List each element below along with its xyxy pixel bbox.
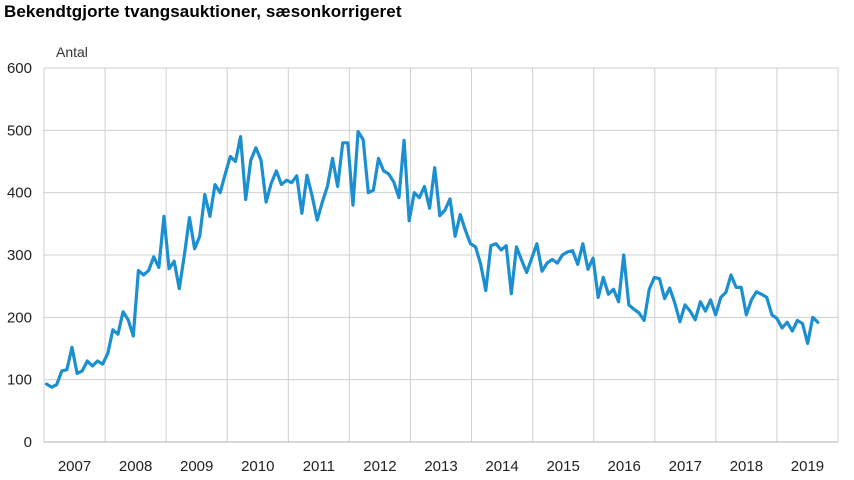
x-tick-label: 2019 bbox=[791, 458, 824, 475]
y-tick-label: 200 bbox=[7, 309, 32, 326]
x-tick-label: 2015 bbox=[546, 458, 579, 475]
x-tick-label: 2009 bbox=[180, 458, 213, 475]
y-tick-label: 500 bbox=[7, 122, 32, 139]
y-tick-label: 0 bbox=[24, 434, 32, 451]
x-tick-label: 2008 bbox=[119, 458, 152, 475]
x-axis-ticks: 2007 2008 2009 2010 2011 2012 2013 2014 2015 2016… bbox=[58, 458, 824, 475]
y-axis-ticks: 0 100 200 300 400 500 600 bbox=[7, 60, 32, 451]
y-tick-label: 600 bbox=[7, 60, 32, 77]
x-tick-label: 2011 bbox=[303, 458, 335, 475]
chart-title: Bekendtgjorte tvangsauktioner, sæsonkorr… bbox=[4, 2, 402, 21]
x-tick-label: 2007 bbox=[58, 458, 91, 475]
x-tick-label: 2014 bbox=[485, 458, 518, 475]
x-tick-label: 2016 bbox=[608, 458, 641, 475]
x-tick-label: 2010 bbox=[241, 458, 274, 475]
x-tick-label: 2013 bbox=[424, 458, 457, 475]
x-tick-label: 2018 bbox=[730, 458, 763, 475]
gridlines bbox=[43, 67, 839, 443]
series-group bbox=[44, 129, 820, 389]
x-tick-label: 2017 bbox=[669, 458, 702, 475]
y-tick-label: 400 bbox=[7, 185, 32, 202]
series-line bbox=[44, 129, 820, 389]
y-axis-unit-label: Antal bbox=[56, 44, 88, 60]
x-tick-label: 2012 bbox=[363, 458, 396, 475]
y-tick-label: 300 bbox=[7, 247, 32, 264]
y-tick-label: 100 bbox=[7, 372, 32, 389]
